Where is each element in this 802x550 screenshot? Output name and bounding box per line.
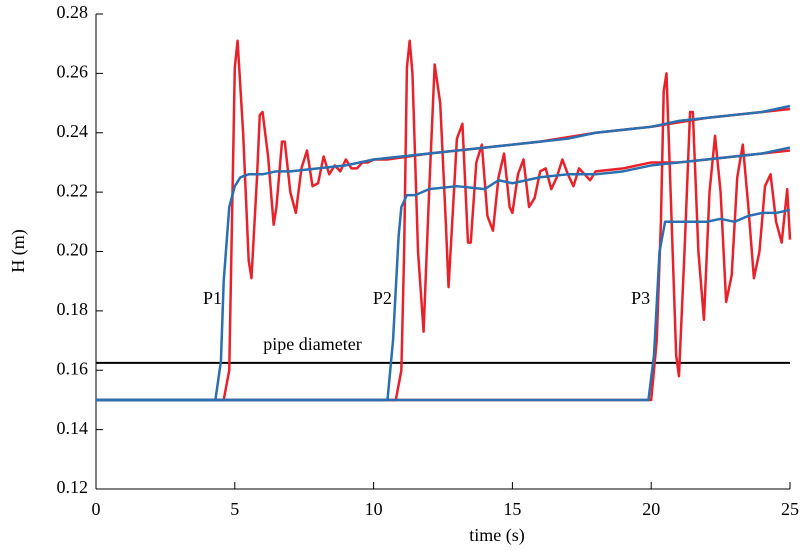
x-tick-label: 15 [503,499,521,519]
y-tick-label: 0.20 [57,240,89,260]
annotation: P2 [373,288,392,308]
series-line [96,72,792,402]
series-line [96,104,791,402]
y-tick-label: 0.16 [57,358,89,378]
series-line [96,39,791,402]
series-line [96,208,791,402]
y-tick-label: 0.26 [57,62,89,82]
y-tick-label: 0.22 [57,180,89,200]
hline-label: pipe diameter [263,334,361,354]
x-tick-label: 20 [642,499,660,519]
x-axis-label: time (s) [469,525,525,546]
y-tick-label: 0.28 [57,2,89,22]
y-tick-label: 0.12 [57,477,89,497]
y-tick-label: 0.14 [57,418,89,438]
x-tick-label: 25 [781,499,799,519]
x-tick-label: 10 [365,499,383,519]
annotation: P3 [631,288,650,308]
series-line [96,146,791,402]
y-axis-label: H (m) [8,229,29,273]
x-tick-label: 0 [92,499,101,519]
y-tick-label: 0.24 [57,121,89,141]
x-tick-label: 5 [230,499,239,519]
annotation: P1 [203,288,222,308]
y-tick-label: 0.18 [57,299,89,319]
